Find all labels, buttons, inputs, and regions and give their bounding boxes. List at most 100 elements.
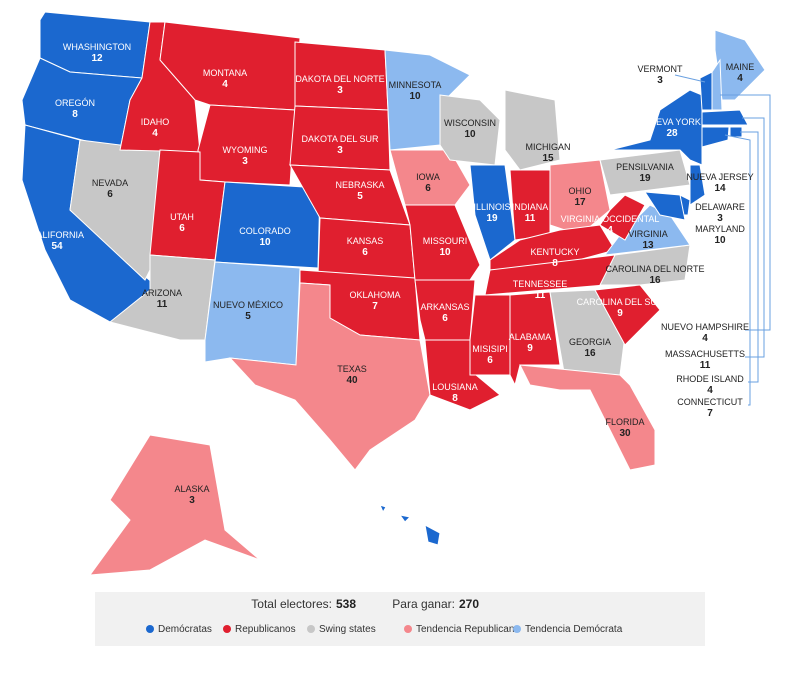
state-name: MISISIPI: [472, 344, 508, 354]
state-votes: 3: [337, 85, 343, 96]
leader-line: [724, 134, 751, 406]
state-name: IOWA: [416, 172, 440, 182]
state-name: VERMONT: [638, 64, 684, 74]
state-votes: 3: [337, 145, 343, 156]
state-votes: 4: [707, 385, 713, 396]
state-name: MISSOURI: [423, 236, 468, 246]
state-votes: 13: [642, 240, 654, 251]
state-name: MAINE: [726, 62, 755, 72]
state-name: OREGÓN: [55, 98, 95, 108]
state-shape: [644, 191, 686, 221]
state-votes: 14: [714, 183, 726, 194]
state-shape: [549, 159, 611, 236]
state-labels: WHASHINGTON12OREGÓN8CALIFORNIA54NEVADA6I…: [30, 42, 754, 552]
state-votes: 16: [649, 275, 661, 286]
state-votes: 15: [542, 153, 554, 164]
state-shape: [729, 126, 743, 138]
state-votes: 19: [639, 173, 651, 184]
state-name: DAKOTA DEL NORTE: [295, 74, 384, 84]
state-name: MINNESOTA: [389, 80, 442, 90]
state-name: NUEVO HAMPSHIRE: [661, 322, 749, 332]
state-votes: 3: [189, 495, 195, 506]
state-votes: 9: [617, 308, 623, 319]
state-votes: 3: [717, 213, 723, 224]
state-votes: 9: [527, 343, 533, 354]
legend-swatch: [146, 625, 154, 633]
state-name: UTAH: [170, 212, 194, 222]
legend-label: Swing states: [319, 624, 376, 635]
state-votes: 10: [259, 237, 271, 248]
state-votes: 6: [487, 355, 493, 366]
state-votes: 40: [346, 375, 358, 386]
state-shape: [469, 294, 511, 376]
state-name: WHASHINGTON: [63, 42, 131, 52]
win-label: Para ganar:: [392, 597, 455, 611]
state-votes: 11: [525, 213, 536, 224]
state-shape: [504, 89, 561, 171]
state-name: GEORGIA: [569, 337, 611, 347]
state-name: KENTUCKY: [530, 247, 579, 257]
state-shape: [594, 284, 661, 346]
state-votes: 6: [442, 313, 448, 324]
legend-label: Republicanos: [235, 624, 296, 635]
state-votes: 10: [439, 247, 451, 258]
state-votes: 19: [486, 213, 498, 224]
state-votes: 6: [179, 223, 185, 234]
state-name: NUEVA YORK: [643, 117, 701, 127]
state-shape: [424, 524, 441, 546]
state-votes: 12: [91, 53, 103, 64]
state-votes: 8: [452, 393, 458, 404]
state-votes: 6: [425, 183, 431, 194]
state-votes: 54: [51, 241, 63, 252]
state-votes: 10: [409, 91, 421, 102]
state-votes: 30: [619, 428, 631, 439]
state-votes: 4: [222, 79, 228, 90]
state-name: CAROLINA DEL NORTE: [605, 264, 704, 274]
legend-swatch: [307, 625, 315, 633]
state-votes: 11: [535, 290, 546, 301]
state-shape: [699, 71, 713, 111]
state-shape: [204, 261, 301, 366]
state-shape: [549, 289, 626, 379]
state-name: CONNECTICUT: [677, 397, 743, 407]
state-shape: [599, 244, 691, 286]
state-votes: 10: [714, 235, 726, 246]
legend-label: Demócratas: [158, 624, 212, 635]
state-votes: 5: [357, 191, 363, 202]
legend: Total electores: 538 Para ganar: 270 Demócra…: [146, 597, 623, 635]
state-votes: 16: [584, 348, 596, 359]
state-votes: 10: [464, 129, 476, 140]
legend-swatch: [513, 625, 521, 633]
state-name: INDIANA: [512, 202, 549, 212]
state-name: NUEVO MÉXICO: [213, 300, 283, 310]
leader-line: [740, 131, 759, 383]
state-name: DELAWARE: [695, 202, 745, 212]
state-votes: 11: [157, 299, 168, 310]
state-name: MASSACHUSETTS: [665, 349, 745, 359]
legend-label: Tendencia Demócrata: [525, 624, 623, 635]
state-name: TENNESSEE: [513, 279, 568, 289]
state-name: MARYLAND: [695, 224, 745, 234]
state-name: RHODE ISLAND: [676, 374, 744, 384]
state-name: WISCONSIN: [444, 118, 496, 128]
state-name: VIRGINIA OCCIDENTAL: [561, 214, 660, 224]
state-votes: 8: [552, 258, 558, 269]
state-name: NEBRASKA: [335, 180, 384, 190]
state-name: CAROLINA DEL SUR: [577, 297, 664, 307]
legend-label: Tendencia Republicana: [416, 624, 520, 635]
state-name: ALASKA: [174, 484, 209, 494]
state-name: ARKANSAS: [420, 302, 469, 312]
states: [21, 11, 766, 576]
state-name: TEXAS: [337, 364, 367, 374]
state-name: HAWÁI: [390, 530, 419, 540]
state-name: FLORIDA: [605, 417, 644, 427]
state-name: NUEVA JERSEY: [686, 172, 753, 182]
state-votes: 4: [402, 541, 408, 552]
state-name: KANSAS: [347, 236, 384, 246]
state-shape: [228, 282, 431, 471]
total-label: Total electores:: [251, 597, 332, 611]
state-shape: [711, 58, 723, 111]
state-votes: 6: [362, 247, 368, 258]
state-votes: 4: [152, 128, 158, 139]
